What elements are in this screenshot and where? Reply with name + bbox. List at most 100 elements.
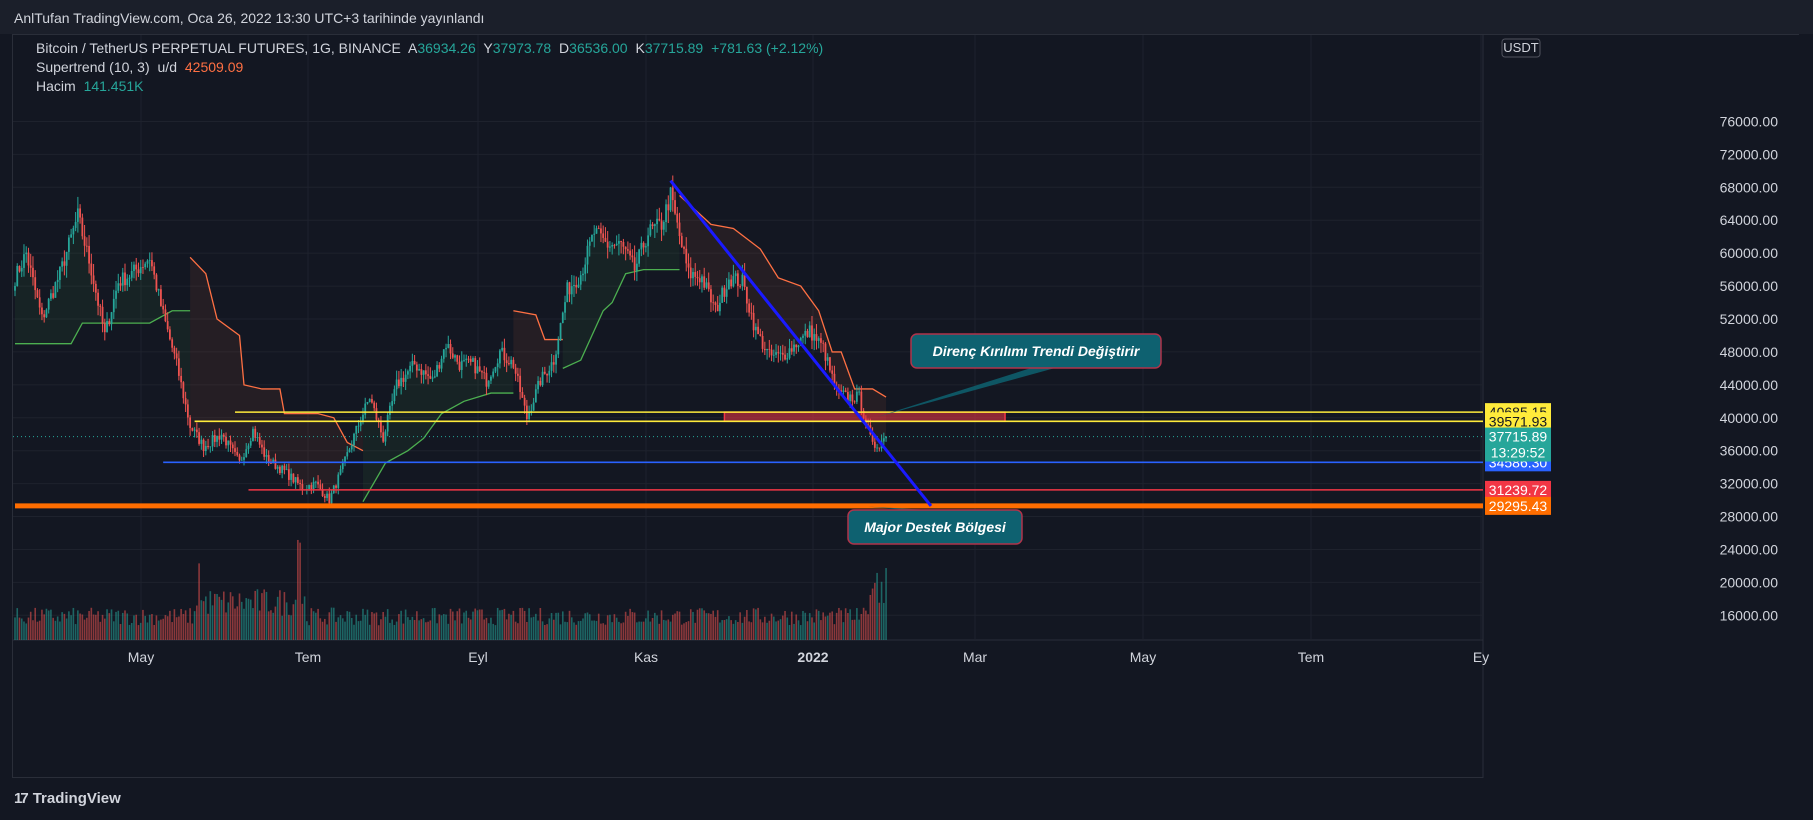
volume-bar <box>501 609 503 640</box>
candle-body <box>736 273 739 286</box>
volume-bar <box>573 622 575 640</box>
candle-body <box>362 414 364 423</box>
current-price-tag[interactable] <box>1485 427 1551 462</box>
callout-major-support[interactable]: Major Destek Bölgesi <box>847 506 1023 545</box>
price-tag-39571-93[interactable] <box>1485 412 1551 431</box>
volume-name[interactable]: Hacim <box>36 78 76 94</box>
candle-body <box>445 347 447 350</box>
volume-bar <box>510 614 512 640</box>
volume-bar <box>216 594 218 640</box>
candle-body <box>97 292 99 306</box>
candle-body <box>47 298 50 310</box>
supertrend-legend[interactable]: Supertrend (10, 3) u/d 42509.09 <box>36 59 247 75</box>
candle-body <box>665 204 667 222</box>
volume-bar <box>638 621 640 640</box>
candle-body <box>319 484 322 490</box>
supertrend-fill <box>562 193 680 369</box>
volume-bar <box>407 617 409 640</box>
volume-bar <box>25 623 28 640</box>
volume-bar <box>326 624 328 640</box>
candle-body <box>424 370 427 375</box>
volume-bar <box>288 614 290 640</box>
candle-body <box>436 365 438 377</box>
candle-body <box>200 439 203 444</box>
volume-bar <box>380 619 382 640</box>
candle-body <box>229 440 232 445</box>
candle-body <box>768 348 771 350</box>
tradingview-logo[interactable]: 17 TradingView <box>14 790 121 807</box>
candle-body <box>638 249 641 264</box>
volume-bar <box>355 614 358 640</box>
volume-bar <box>618 621 620 640</box>
volume-bar <box>750 622 753 640</box>
candle-body <box>757 326 759 335</box>
volume-bar <box>229 592 232 640</box>
volume-bar <box>797 620 800 640</box>
candle-body <box>759 334 762 336</box>
candle-body <box>685 248 688 264</box>
volume-bar <box>41 609 43 640</box>
candle-body <box>54 282 57 298</box>
volume-bar <box>849 609 851 640</box>
volume-bar <box>97 611 99 640</box>
volume-bar <box>261 593 263 640</box>
volume-bar <box>420 619 423 640</box>
candle-body <box>222 434 225 437</box>
y-tick-label: 32000.00 <box>1720 476 1779 492</box>
volume-bar <box>445 614 447 640</box>
candle-body <box>611 244 614 247</box>
downtrend-line[interactable] <box>669 179 933 507</box>
volume-bar <box>732 623 735 640</box>
supertrend-value: 42509.09 <box>184 59 244 75</box>
chart-panel[interactable]: 16000.00 20000.00 24000.00 28000.00 32000.00… <box>12 34 1800 779</box>
candle-body <box>274 459 277 469</box>
y-tick-label: 36000.00 <box>1720 443 1779 459</box>
price-tag-29295-43[interactable] <box>1485 496 1551 515</box>
current-price-value: 37715.89 <box>1489 429 1548 445</box>
volume-bar <box>315 612 317 640</box>
supertrend-name[interactable]: Supertrend (10, 3) <box>36 59 150 75</box>
candle-body <box>101 306 104 324</box>
candle-body <box>656 218 658 225</box>
y-tick-label: 24000.00 <box>1720 541 1779 557</box>
candle-body <box>822 342 825 344</box>
candle-body <box>748 303 751 313</box>
candle-body <box>458 361 461 370</box>
candle-body <box>465 358 468 360</box>
volume-bar <box>546 624 548 640</box>
volume-bar <box>575 624 578 640</box>
volume-bar <box>658 623 661 640</box>
y-tick-label: 48000.00 <box>1720 344 1779 360</box>
currency-badge[interactable] <box>1501 38 1541 58</box>
candle-body <box>177 358 180 376</box>
candle-body <box>609 246 611 248</box>
candle-body <box>182 382 185 399</box>
callout-resistance-break[interactable]: Direnç Kırılımı Trendi Değiştirir <box>877 333 1162 417</box>
volume-bar <box>72 607 75 640</box>
volume-bar <box>294 599 297 640</box>
symbol-name[interactable]: Bitcoin / TetherUS PERPETUAL FUTURES, 1G… <box>36 40 401 56</box>
symbol-legend[interactable]: Bitcoin / TetherUS PERPETUAL FUTURES, 1G… <box>36 40 827 56</box>
candle-body <box>400 377 403 387</box>
candle-body <box>855 391 858 402</box>
volume-legend[interactable]: Hacim 141.451K <box>36 78 148 94</box>
resistance-zone[interactable] <box>723 411 1006 423</box>
volume-bar <box>225 612 227 640</box>
candle-body <box>844 390 847 392</box>
chart-canvas[interactable]: 16000.00 20000.00 24000.00 28000.00 32000.00… <box>13 35 1800 779</box>
volume-bar <box>359 620 362 640</box>
candle-body <box>849 394 852 401</box>
candle-body <box>157 289 160 291</box>
candle-body <box>649 224 652 236</box>
x-tick-label: Kas <box>634 649 658 665</box>
volume-bar <box>721 620 723 640</box>
volume-bar <box>54 620 57 640</box>
volume-bar <box>285 602 288 640</box>
candle-body <box>341 462 344 470</box>
candle-body <box>112 298 115 313</box>
candle-body <box>882 438 885 442</box>
candle-body <box>207 446 209 448</box>
volume-bar <box>265 591 268 640</box>
price-tag-31239-72[interactable] <box>1485 480 1551 499</box>
volume-bar <box>106 609 108 640</box>
